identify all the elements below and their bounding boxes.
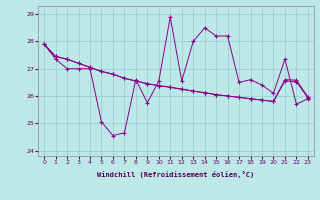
X-axis label: Windchill (Refroidissement éolien,°C): Windchill (Refroidissement éolien,°C) (97, 171, 255, 178)
